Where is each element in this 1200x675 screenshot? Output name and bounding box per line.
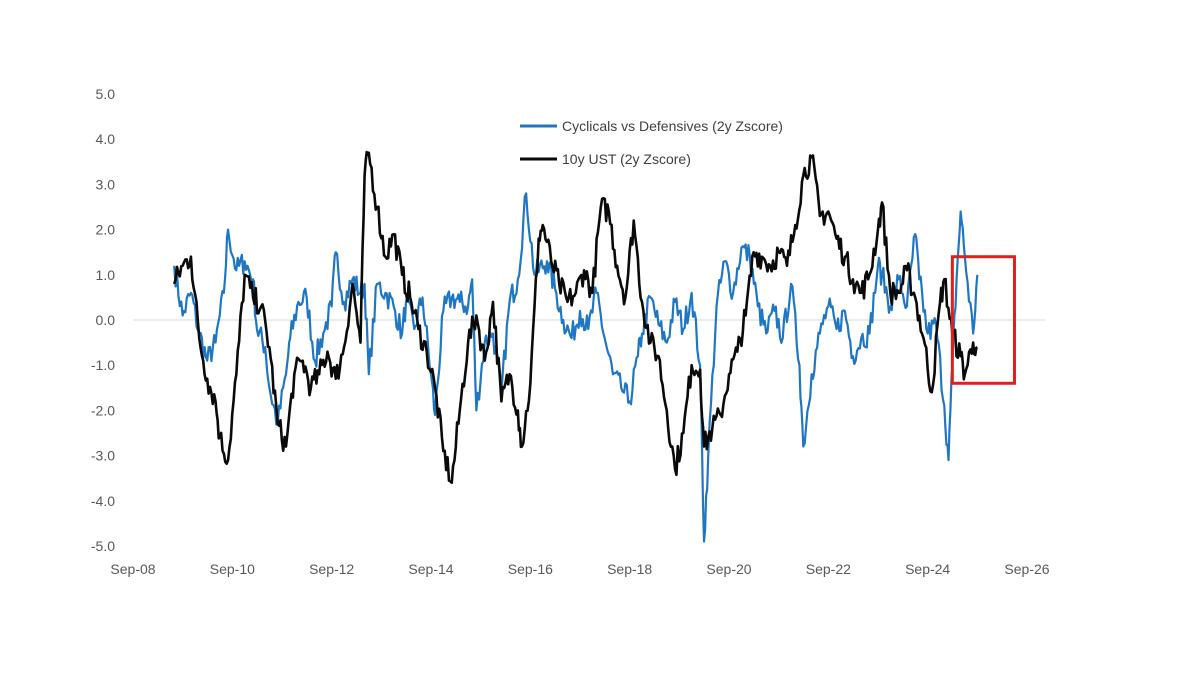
y-tick-label: 4.0 <box>96 131 116 147</box>
x-tick-label: Sep-08 <box>110 561 155 577</box>
x-tick-label: Sep-22 <box>806 561 851 577</box>
x-tick-label: Sep-14 <box>408 561 453 577</box>
y-tick-label: -3.0 <box>91 448 115 464</box>
x-tick-label: Sep-12 <box>309 561 354 577</box>
x-tick-label: Sep-18 <box>607 561 652 577</box>
legend-label-cyclicals: Cyclicals vs Defensives (2y Zscore) <box>562 118 783 134</box>
legend: Cyclicals vs Defensives (2y Zscore) 10y … <box>520 118 783 167</box>
x-tick-label: Sep-10 <box>210 561 255 577</box>
plot-area <box>172 150 979 543</box>
y-tick-label: 5.0 <box>96 86 116 102</box>
series-line-1 <box>172 150 979 485</box>
x-tick-label: Sep-16 <box>508 561 553 577</box>
y-tick-label: 3.0 <box>96 176 116 192</box>
y-tick-label: 0.0 <box>96 312 116 328</box>
x-axis: Sep-08 Sep-10 Sep-12 Sep-14 Sep-16 Sep-18 Sep-… <box>110 561 1049 577</box>
y-tick-label: 2.0 <box>96 222 116 238</box>
series-line-0 <box>173 192 979 543</box>
y-axis: 5.0 4.0 3.0 2.0 1.0 0.0 -1.0 -2.0 -3.0 -4.0 -5.0 <box>91 86 115 554</box>
x-tick-label: Sep-26 <box>1004 561 1049 577</box>
highlight-box <box>950 255 1016 385</box>
y-tick-label: -2.0 <box>91 402 115 418</box>
y-tick-label: -4.0 <box>91 493 115 509</box>
y-tick-label: -1.0 <box>91 357 115 373</box>
legend-label-10y-ust: 10y UST (2y Zscore) <box>562 151 691 167</box>
x-tick-label: Sep-20 <box>706 561 751 577</box>
x-tick-label: Sep-24 <box>905 561 950 577</box>
y-tick-label: -5.0 <box>91 538 115 554</box>
y-tick-label: 1.0 <box>96 267 116 283</box>
